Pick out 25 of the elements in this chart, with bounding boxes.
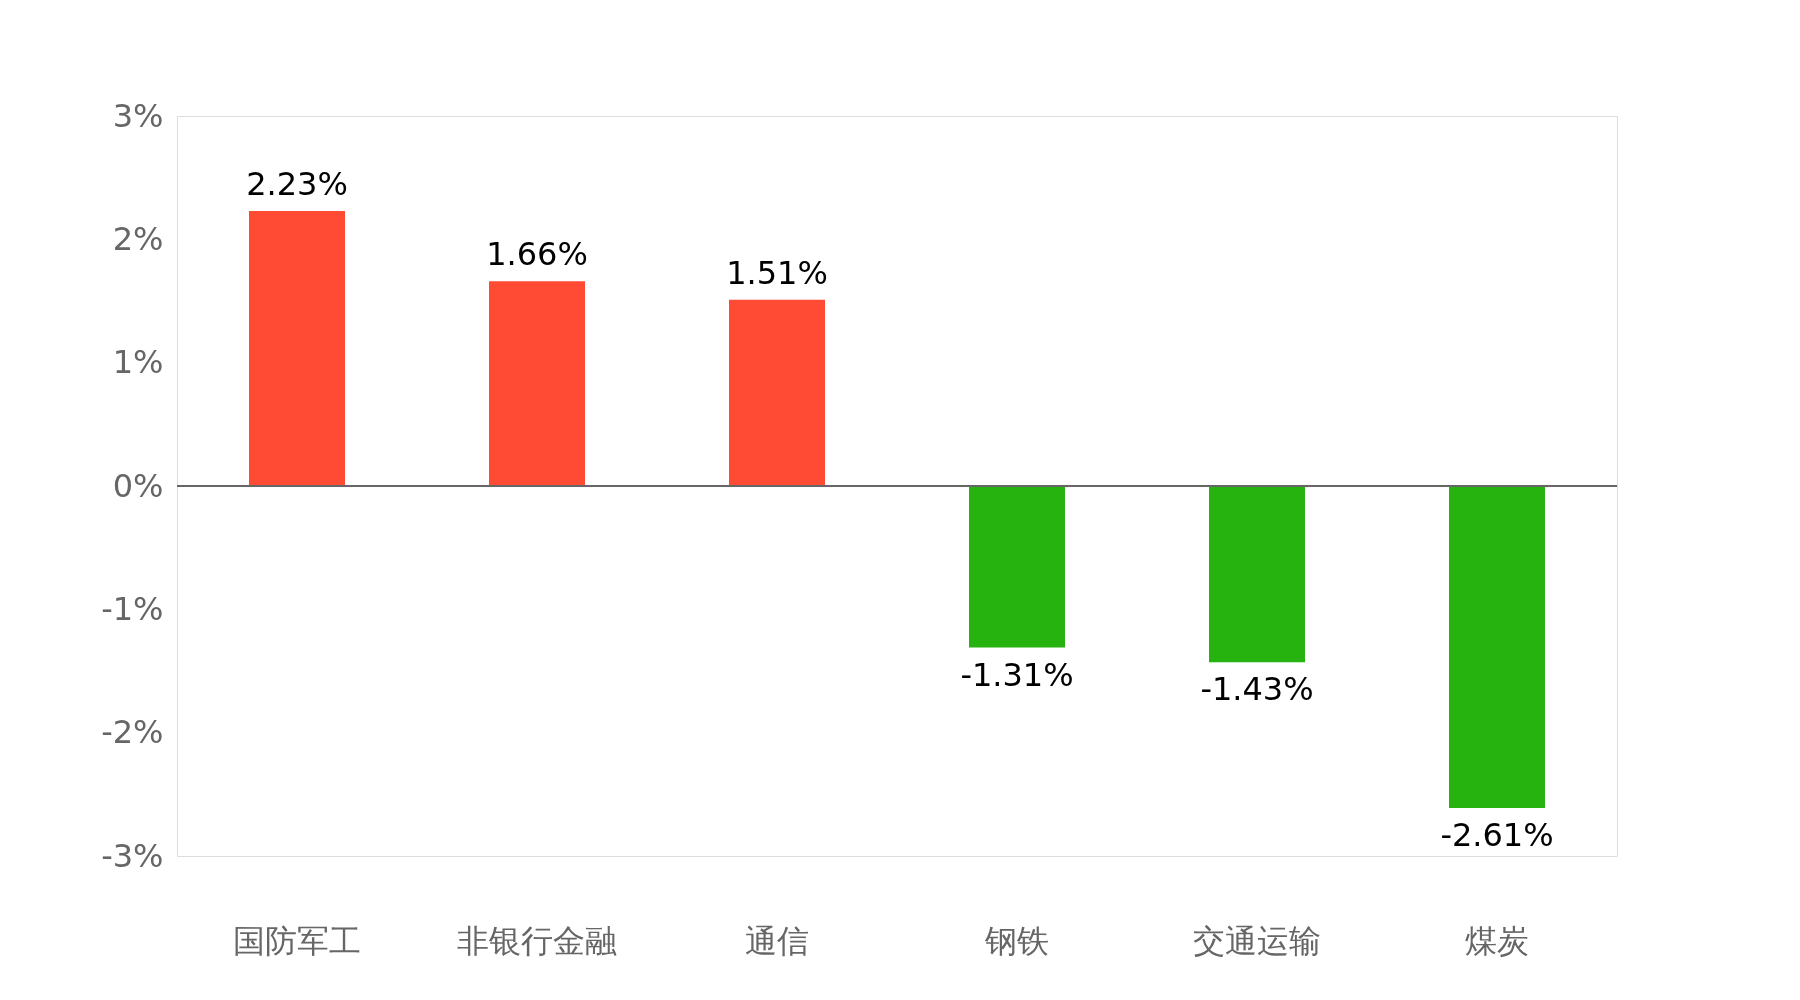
x-tick-label: 交通运输 [1193,921,1321,960]
bar [249,210,345,486]
y-tick-label: -2% [101,713,164,752]
y-tick-label: -1% [101,589,164,628]
y-tick-label: 1% [112,343,164,382]
bar [969,486,1065,648]
bar [729,299,825,486]
bar [1449,486,1545,808]
data-label: 1.66% [486,235,588,274]
data-label: 1.51% [726,253,828,292]
bar [489,281,585,486]
x-tick-label: 通信 [745,921,809,960]
data-label: 2.23% [246,164,348,203]
x-tick-label: 钢铁 [984,921,1049,960]
y-tick-label: -3% [101,836,164,875]
y-tick-label: 2% [112,219,164,258]
data-label: -2.61% [1440,815,1554,854]
data-label: -1.43% [1200,670,1314,709]
y-tick-label: 0% [112,466,164,505]
bar [1209,486,1305,663]
x-tick-label: 国防军工 [233,921,361,960]
x-tick-label: 煤炭 [1465,921,1529,960]
data-label: -1.31% [960,655,1074,694]
y-tick-label: 3% [112,96,164,135]
x-tick-label: 非银行金融 [457,921,617,960]
